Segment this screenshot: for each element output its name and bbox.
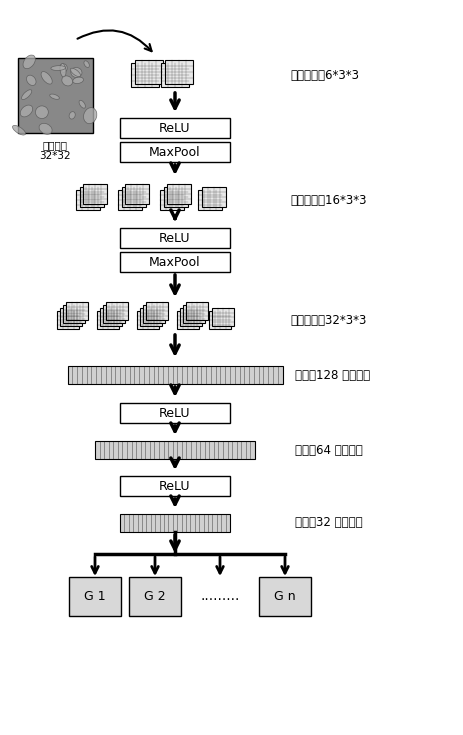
FancyBboxPatch shape — [103, 305, 125, 323]
Ellipse shape — [26, 75, 36, 85]
FancyBboxPatch shape — [137, 311, 159, 329]
FancyBboxPatch shape — [183, 305, 205, 323]
Text: ReLU: ReLU — [159, 406, 191, 420]
FancyBboxPatch shape — [201, 187, 225, 207]
Ellipse shape — [84, 61, 89, 68]
FancyBboxPatch shape — [63, 305, 85, 323]
FancyBboxPatch shape — [66, 302, 88, 320]
FancyBboxPatch shape — [140, 308, 162, 326]
FancyBboxPatch shape — [69, 577, 121, 616]
Text: 连接（128 个单元）: 连接（128 个单元） — [295, 368, 370, 381]
Text: G 1: G 1 — [84, 590, 106, 603]
Ellipse shape — [13, 126, 25, 135]
FancyBboxPatch shape — [100, 308, 122, 326]
Ellipse shape — [79, 100, 85, 108]
Text: 二维卷积，6*3*3: 二维卷积，6*3*3 — [290, 68, 359, 82]
FancyBboxPatch shape — [120, 476, 230, 496]
FancyBboxPatch shape — [18, 57, 93, 132]
FancyBboxPatch shape — [146, 302, 168, 320]
Ellipse shape — [20, 105, 33, 117]
Ellipse shape — [39, 123, 52, 135]
Text: MaxPool: MaxPool — [149, 146, 201, 159]
Ellipse shape — [22, 90, 32, 99]
Text: 连接（64 个单元）: 连接（64 个单元） — [295, 443, 363, 456]
FancyBboxPatch shape — [80, 187, 104, 207]
Ellipse shape — [60, 64, 67, 72]
FancyBboxPatch shape — [161, 63, 189, 87]
FancyBboxPatch shape — [118, 190, 142, 210]
FancyBboxPatch shape — [57, 311, 79, 329]
Ellipse shape — [41, 71, 52, 84]
Ellipse shape — [73, 77, 83, 84]
FancyBboxPatch shape — [121, 187, 145, 207]
Text: G n: G n — [274, 590, 296, 603]
FancyBboxPatch shape — [180, 308, 202, 326]
Ellipse shape — [60, 63, 66, 77]
FancyBboxPatch shape — [76, 190, 100, 210]
Ellipse shape — [69, 112, 75, 119]
Text: G 2: G 2 — [144, 590, 166, 603]
Text: ReLU: ReLU — [159, 479, 191, 492]
Ellipse shape — [36, 106, 48, 118]
FancyBboxPatch shape — [160, 190, 184, 210]
Ellipse shape — [70, 68, 81, 76]
FancyBboxPatch shape — [131, 63, 159, 87]
Ellipse shape — [51, 65, 65, 71]
FancyBboxPatch shape — [120, 228, 230, 248]
FancyBboxPatch shape — [120, 142, 230, 162]
Text: 二维卷积，16*3*3: 二维卷积，16*3*3 — [290, 193, 367, 207]
Text: ReLU: ReLU — [159, 121, 191, 135]
FancyBboxPatch shape — [212, 308, 234, 326]
Text: ReLU: ReLU — [159, 232, 191, 245]
Ellipse shape — [23, 55, 35, 68]
Bar — [68, 366, 282, 384]
Text: 输入图像: 输入图像 — [43, 140, 68, 151]
Ellipse shape — [50, 94, 59, 99]
FancyBboxPatch shape — [198, 190, 222, 210]
FancyBboxPatch shape — [177, 311, 199, 329]
FancyBboxPatch shape — [186, 302, 208, 320]
Text: MaxPool: MaxPool — [149, 256, 201, 268]
FancyBboxPatch shape — [97, 311, 119, 329]
FancyBboxPatch shape — [120, 403, 230, 423]
Ellipse shape — [71, 68, 82, 77]
FancyBboxPatch shape — [143, 305, 165, 323]
FancyBboxPatch shape — [135, 60, 163, 84]
FancyBboxPatch shape — [120, 252, 230, 272]
Ellipse shape — [62, 76, 73, 86]
FancyBboxPatch shape — [120, 118, 230, 138]
FancyBboxPatch shape — [106, 302, 128, 320]
Text: .........: ......... — [200, 589, 240, 603]
FancyBboxPatch shape — [125, 184, 149, 204]
FancyBboxPatch shape — [163, 187, 188, 207]
Text: 连接（32 个单元）: 连接（32 个单元） — [295, 517, 363, 529]
FancyBboxPatch shape — [167, 184, 191, 204]
Bar — [120, 514, 230, 532]
FancyBboxPatch shape — [259, 577, 311, 616]
FancyBboxPatch shape — [83, 184, 107, 204]
Text: 32*32: 32*32 — [39, 151, 71, 160]
FancyBboxPatch shape — [209, 311, 231, 329]
FancyBboxPatch shape — [165, 60, 193, 84]
Text: 二维卷积，32*3*3: 二维卷积，32*3*3 — [290, 314, 366, 326]
Bar — [95, 441, 255, 459]
FancyBboxPatch shape — [129, 577, 181, 616]
Ellipse shape — [84, 107, 97, 123]
FancyBboxPatch shape — [60, 308, 82, 326]
